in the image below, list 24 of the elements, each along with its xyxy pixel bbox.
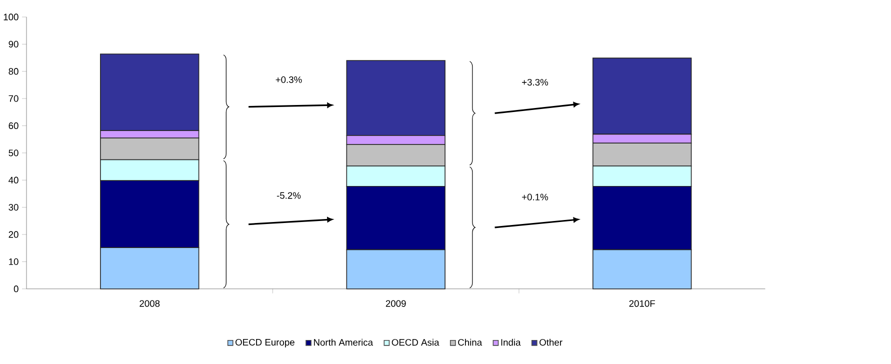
y-tick-label: 20 bbox=[8, 231, 18, 238]
annotation: +0.3% bbox=[276, 76, 302, 83]
legend-label: OECD Europe bbox=[236, 338, 294, 348]
y-tick-label: 100 bbox=[4, 14, 18, 20]
annotation: -5.2% bbox=[276, 192, 301, 199]
legend-label: OECD Asia bbox=[392, 338, 440, 346]
y-tick-label: 40 bbox=[8, 176, 18, 184]
x-tick-label: 2008 bbox=[140, 300, 160, 307]
y-tick-label: 60 bbox=[8, 122, 18, 130]
y-tick-label: 0 bbox=[14, 286, 18, 292]
legend-label: China bbox=[458, 338, 482, 346]
y-tick-label: 80 bbox=[8, 68, 18, 75]
x-tick-label: 2010F bbox=[629, 300, 655, 307]
y-tick-label: 30 bbox=[8, 204, 18, 211]
y-tick-label: 70 bbox=[8, 95, 18, 102]
legend-label: Other bbox=[540, 338, 562, 346]
y-tick-label: 50 bbox=[8, 150, 18, 156]
annotation: +3.3% bbox=[522, 78, 548, 86]
legend-label: North America bbox=[314, 338, 374, 346]
y-tick-label: 90 bbox=[8, 40, 18, 48]
y-tick-label: 10 bbox=[9, 258, 18, 265]
legend-label: India bbox=[501, 338, 521, 346]
annotation: +0.1% bbox=[522, 194, 548, 200]
x-tick-label: 2009 bbox=[386, 300, 406, 307]
